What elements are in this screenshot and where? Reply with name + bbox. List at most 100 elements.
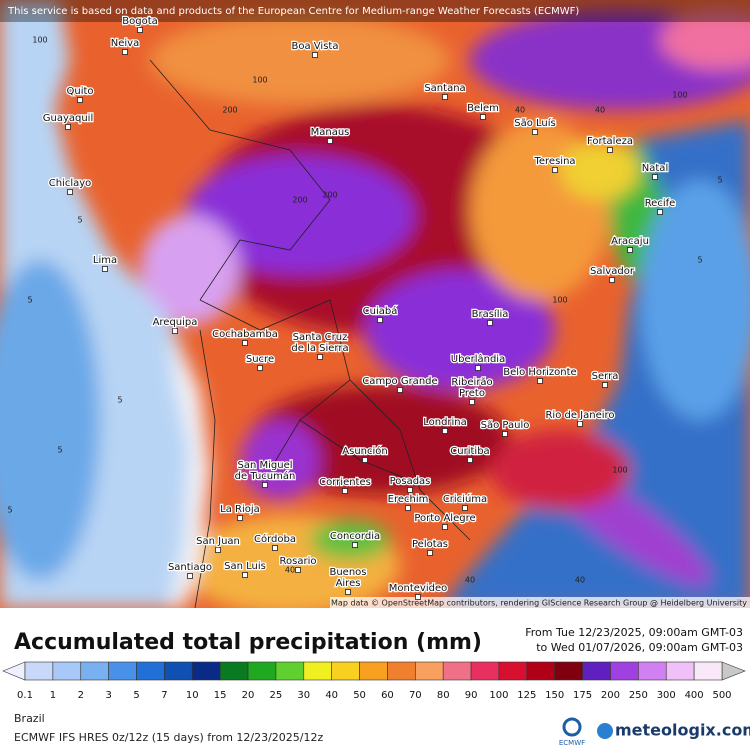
color-bar-segment (331, 661, 360, 681)
city-marker (67, 189, 73, 195)
city-label: Rosario (280, 556, 317, 567)
color-bar-tick: 150 (545, 690, 564, 701)
color-bar-tick: 2 (78, 690, 84, 701)
map-value-label: 100 (612, 466, 627, 475)
city-marker (272, 545, 278, 551)
city-label: Boa Vista (292, 41, 339, 52)
city-marker (607, 147, 613, 153)
color-bar: 0.1 1 2 3 5 7 10 15 20 25 30 40 50 60 70 80 90 100 125 150 1… (2, 661, 746, 701)
city-label: Salvador (590, 266, 635, 277)
map-value-label: 100 (672, 91, 687, 100)
city-marker (352, 542, 358, 548)
city-marker (467, 457, 473, 463)
map-value-label: 5 (57, 446, 62, 455)
city-label: Córdoba (254, 533, 296, 545)
map-value-label: 100 (32, 36, 47, 45)
city-label: San Miguel (237, 460, 292, 471)
city-marker (317, 354, 323, 360)
color-bar-tick: 300 (657, 690, 676, 701)
city-marker (652, 174, 658, 180)
city-label: Erechim (388, 494, 429, 505)
city-label: Belo Horizonte (503, 367, 576, 378)
map-value-label: 40 (515, 106, 525, 115)
city-marker (627, 247, 633, 253)
color-bar-tick: 7 (161, 690, 167, 701)
city-label: Belem (467, 103, 499, 114)
city-marker (312, 52, 318, 58)
city-marker (475, 365, 481, 371)
city-label: Curitiba (450, 446, 489, 457)
color-bar-segment (24, 661, 54, 681)
city-label: Chiclayo (49, 178, 92, 189)
city-marker (65, 124, 71, 130)
brand: meteologix.com (615, 721, 750, 740)
city-marker (532, 129, 538, 135)
city-marker (242, 340, 248, 346)
color-bar-segment (693, 661, 723, 681)
city-marker (122, 49, 128, 55)
color-bar-tick: 250 (629, 690, 648, 701)
city-label: Uberlândia (451, 353, 505, 365)
city-marker (487, 320, 493, 326)
notice-bar (0, 0, 750, 22)
city-marker (342, 488, 348, 494)
city-marker (577, 421, 583, 427)
city-label: Cochabamba (212, 329, 278, 340)
city-marker (602, 382, 608, 388)
color-bar-tick: 125 (517, 690, 536, 701)
color-bar-tick: 1 (50, 690, 56, 701)
color-bar-tick: 30 (297, 690, 310, 701)
city-marker (405, 505, 411, 511)
city-label: Concordia (330, 531, 380, 542)
city-label: Brasília (472, 308, 509, 320)
color-bar-tick: 80 (437, 690, 450, 701)
city-marker (257, 365, 263, 371)
color-bar-segment (582, 661, 611, 681)
city-label: Quito (66, 86, 93, 97)
color-bar-tick: 15 (214, 690, 227, 701)
map-value-label: 200 (322, 191, 337, 200)
city-marker (262, 482, 268, 488)
color-bar-segment (415, 661, 444, 681)
city-marker (345, 589, 351, 595)
map-value-label: 5 (717, 176, 722, 185)
city-marker (187, 573, 193, 579)
city-label: Aracaju (611, 236, 649, 247)
city-marker (609, 277, 615, 283)
city-label: de Tucumán (235, 470, 296, 482)
city-label: Pelotas (412, 539, 448, 550)
color-bar-tick: 90 (465, 690, 478, 701)
city-marker (442, 428, 448, 434)
color-bar-segment (359, 661, 388, 681)
city-label: Teresina (533, 156, 575, 167)
city-marker (77, 97, 83, 103)
city-label: Cuiabá (363, 305, 398, 317)
map: This service is based on data and produc… (0, 0, 750, 608)
color-bar-segment (191, 661, 221, 681)
map-value-label: 5 (7, 506, 12, 515)
city-marker (377, 317, 383, 323)
map-value-label: 5 (697, 256, 702, 265)
city-label: Asunción (342, 445, 387, 457)
city-label: Ribeirão (451, 377, 492, 388)
city-layer: Bogota Neiva Boa Vista Quito Guayaquil Santan… (7, 15, 723, 600)
city-label: Sucre (246, 354, 274, 365)
city-label: São Paulo (481, 420, 530, 431)
color-bar-segment (108, 661, 137, 681)
city-marker (469, 399, 475, 405)
city-marker (415, 594, 421, 600)
city-marker (462, 505, 468, 511)
map-value-label: 200 (222, 106, 237, 115)
city-marker (237, 515, 243, 521)
city-label: Santiago (168, 562, 212, 573)
city-label: Santana (424, 83, 465, 94)
color-bar-segment (498, 661, 528, 681)
city-label: Rio de Janeiro (545, 410, 614, 421)
color-bar-segment (247, 661, 277, 681)
city-marker (502, 431, 508, 437)
color-bar-tick: 20 (242, 690, 255, 701)
color-bar-segment (665, 661, 695, 681)
color-bar-segment (442, 661, 472, 681)
color-bar-segment (80, 661, 109, 681)
